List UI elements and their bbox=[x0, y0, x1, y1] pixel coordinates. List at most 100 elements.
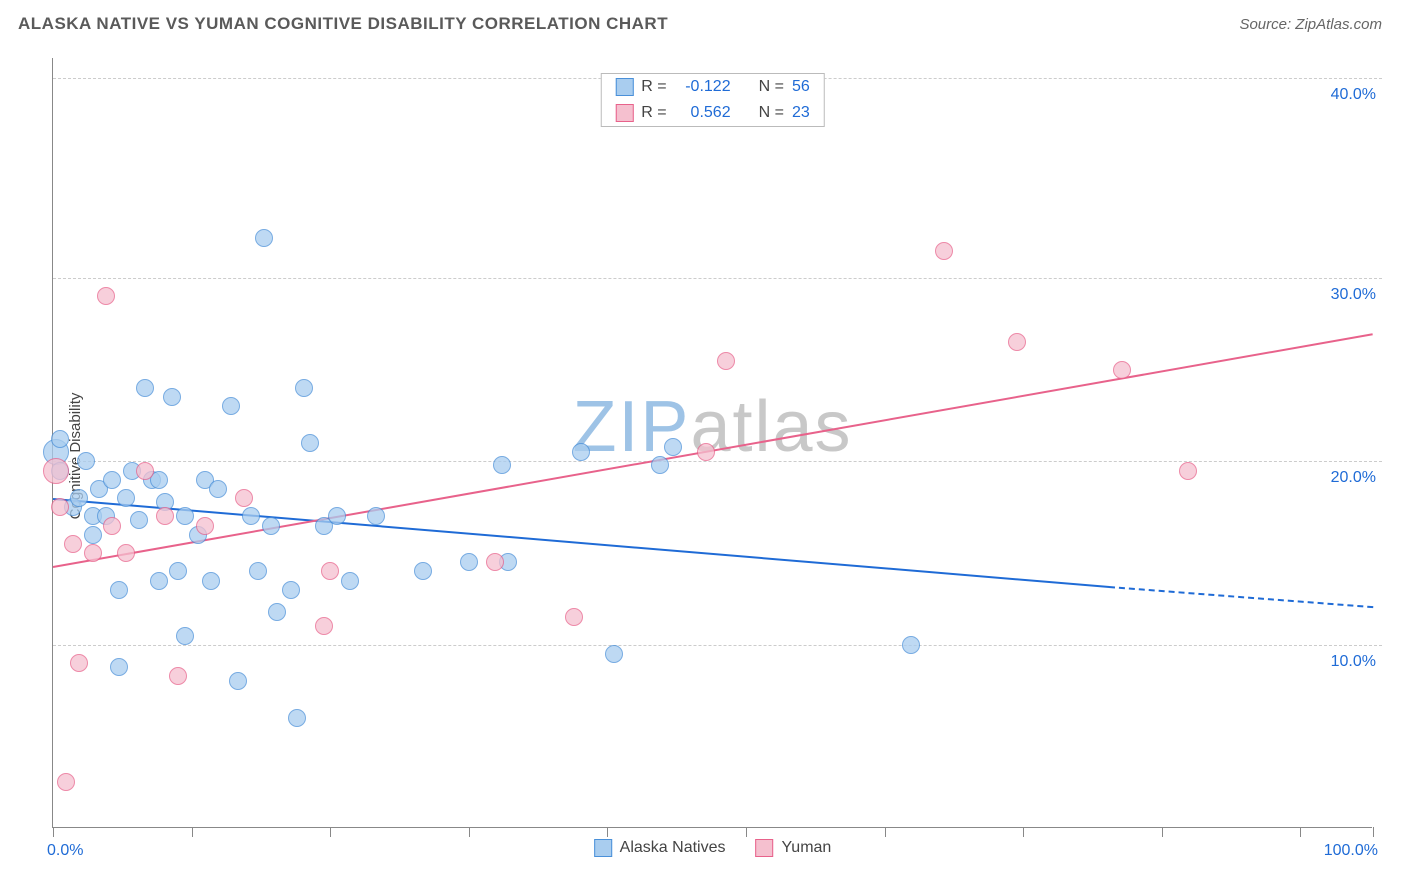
chart-title: ALASKA NATIVE VS YUMAN COGNITIVE DISABIL… bbox=[18, 14, 668, 34]
data-point bbox=[110, 658, 128, 676]
data-point bbox=[209, 480, 227, 498]
data-point bbox=[1113, 361, 1131, 379]
data-point bbox=[235, 489, 253, 507]
data-point bbox=[1179, 462, 1197, 480]
data-point bbox=[414, 562, 432, 580]
legend-swatch bbox=[756, 839, 774, 857]
data-point bbox=[249, 562, 267, 580]
x-tick bbox=[1300, 827, 1301, 837]
trend-line bbox=[1109, 586, 1373, 608]
data-point bbox=[117, 544, 135, 562]
stat-n-value: 56 bbox=[792, 78, 810, 96]
y-tick-label: 20.0% bbox=[1331, 469, 1376, 487]
data-point bbox=[493, 456, 511, 474]
x-tick bbox=[1023, 827, 1024, 837]
legend-swatch bbox=[615, 78, 633, 96]
legend-series-label: Yuman bbox=[782, 839, 832, 857]
x-tick bbox=[330, 827, 331, 837]
data-point bbox=[103, 471, 121, 489]
data-point bbox=[301, 434, 319, 452]
data-point bbox=[70, 489, 88, 507]
legend-series-item: Alaska Natives bbox=[594, 839, 726, 857]
x-tick bbox=[746, 827, 747, 837]
data-point bbox=[651, 456, 669, 474]
data-point bbox=[605, 645, 623, 663]
data-point bbox=[315, 617, 333, 635]
x-tick bbox=[607, 827, 608, 837]
data-point bbox=[70, 654, 88, 672]
data-point bbox=[255, 229, 273, 247]
legend-swatch bbox=[594, 839, 612, 857]
data-point bbox=[84, 544, 102, 562]
stat-r-value: -0.122 bbox=[675, 78, 731, 96]
x-tick bbox=[885, 827, 886, 837]
x-tick bbox=[469, 827, 470, 837]
data-point bbox=[262, 517, 280, 535]
data-point bbox=[268, 603, 286, 621]
data-point bbox=[156, 507, 174, 525]
data-point bbox=[64, 535, 82, 553]
x-tick bbox=[1373, 827, 1374, 837]
gridline-h bbox=[53, 645, 1382, 646]
data-point bbox=[136, 379, 154, 397]
y-tick-label: 40.0% bbox=[1331, 86, 1376, 104]
plot-area: ZIPatlas R =-0.122N =56R =0.562N =23 Ala… bbox=[52, 58, 1372, 828]
data-point bbox=[572, 443, 590, 461]
data-point bbox=[282, 581, 300, 599]
data-point bbox=[117, 489, 135, 507]
data-point bbox=[77, 452, 95, 470]
data-point bbox=[136, 462, 154, 480]
source-attribution: Source: ZipAtlas.com bbox=[1239, 16, 1382, 33]
data-point bbox=[697, 443, 715, 461]
data-point bbox=[57, 773, 75, 791]
legend-swatch bbox=[615, 104, 633, 122]
x-tick-label: 0.0% bbox=[47, 842, 83, 860]
data-point bbox=[169, 562, 187, 580]
x-tick bbox=[192, 827, 193, 837]
data-point bbox=[202, 572, 220, 590]
y-tick-label: 30.0% bbox=[1331, 286, 1376, 304]
data-point bbox=[935, 242, 953, 260]
data-point bbox=[196, 517, 214, 535]
data-point bbox=[367, 507, 385, 525]
data-point bbox=[169, 667, 187, 685]
series-legend: Alaska Natives Yuman bbox=[594, 839, 832, 857]
gridline-h bbox=[53, 278, 1382, 279]
data-point bbox=[295, 379, 313, 397]
data-point bbox=[717, 352, 735, 370]
data-point bbox=[664, 438, 682, 456]
stat-n-label: N = bbox=[759, 78, 784, 96]
chart-header: ALASKA NATIVE VS YUMAN COGNITIVE DISABIL… bbox=[0, 0, 1406, 42]
data-point bbox=[229, 672, 247, 690]
legend-stat-row: R = -0.122 N = 56 bbox=[601, 74, 823, 100]
legend-series-item: Yuman bbox=[756, 839, 832, 857]
x-tick bbox=[1162, 827, 1163, 837]
data-point bbox=[51, 498, 69, 516]
data-point bbox=[1008, 333, 1026, 351]
data-point bbox=[97, 287, 115, 305]
legend-stat-row: R =0.562N =23 bbox=[601, 100, 823, 126]
x-tick-label: 100.0% bbox=[1324, 842, 1378, 860]
data-point bbox=[242, 507, 260, 525]
data-point bbox=[222, 397, 240, 415]
chart-container: Cognitive Disability ZIPatlas R =-0.122N… bbox=[18, 46, 1388, 866]
data-point bbox=[486, 553, 504, 571]
data-point bbox=[328, 507, 346, 525]
x-tick bbox=[53, 827, 54, 837]
data-point bbox=[110, 581, 128, 599]
stat-n-label: N = bbox=[759, 104, 784, 122]
data-point bbox=[51, 430, 69, 448]
legend-series-label: Alaska Natives bbox=[620, 839, 726, 857]
data-point bbox=[176, 627, 194, 645]
correlation-legend: R = -0.122 N = 56 R =0.562N =23 bbox=[600, 73, 824, 127]
data-point bbox=[460, 553, 478, 571]
y-tick-label: 10.0% bbox=[1331, 653, 1376, 671]
data-point bbox=[84, 526, 102, 544]
data-point bbox=[341, 572, 359, 590]
stat-r-label: R = bbox=[641, 104, 666, 122]
stat-r-label: R = bbox=[641, 78, 666, 96]
data-point bbox=[163, 388, 181, 406]
data-point bbox=[130, 511, 148, 529]
data-point bbox=[321, 562, 339, 580]
data-point bbox=[150, 572, 168, 590]
